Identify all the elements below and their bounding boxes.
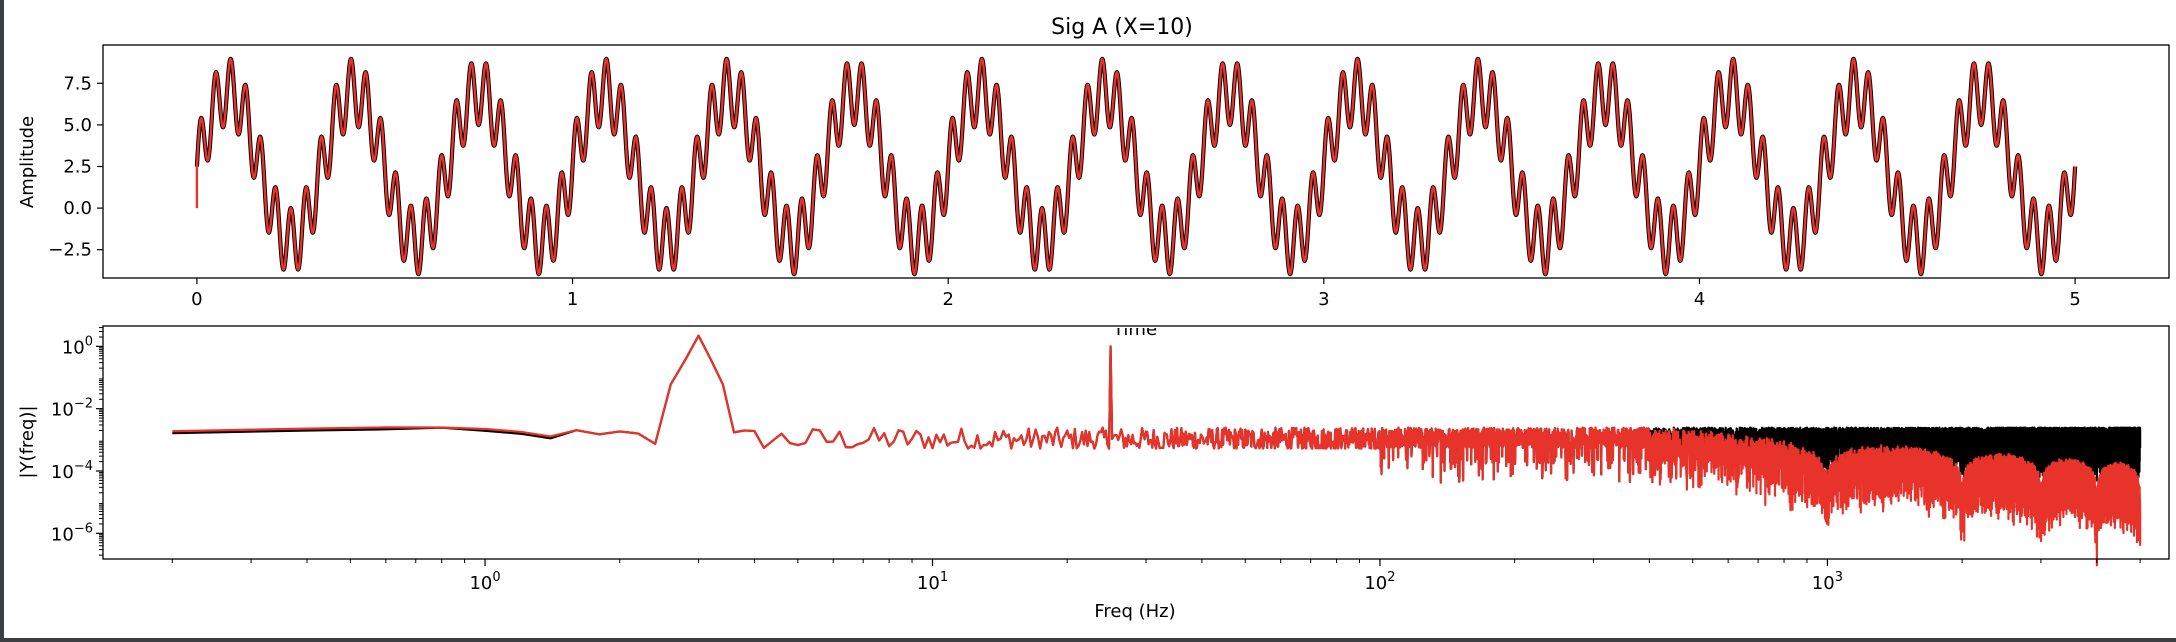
axes-gap: [103, 320, 2169, 328]
y-tick-label: 5.0: [63, 115, 92, 136]
time-series-lines: [194, 56, 2078, 277]
y-tick-label: 2.5: [63, 156, 92, 177]
freq-x-tick-label: 103: [1812, 570, 1843, 594]
reconstructed-spectrum-line: [172, 334, 2142, 567]
x-tick-label: 5: [2069, 289, 2080, 310]
freq-x-tick-label: 101: [917, 570, 948, 594]
time-x-ticks: 0 1 2 3 4 5: [191, 278, 2081, 310]
spectrum-lines: [172, 334, 2142, 567]
reconstructed-signal-line: [195, 57, 2077, 276]
y-tick-label: −2.5: [48, 240, 92, 261]
time-plot-frame: [102, 44, 2170, 279]
freq-y-tick-label: 100: [62, 334, 93, 358]
freq-y-ticks: 100 10−2 10−4 10−6: [51, 327, 103, 556]
freq-x-ticks: 100 101 102 103: [171, 559, 2141, 594]
y-tick-label: 7.5: [63, 73, 92, 94]
time-plot: Sig A (X=10) 0 1 2 3 4 5 −2.5 0.0 2.5 5.0 7.5 Amp…: [17, 15, 2170, 340]
x-tick-label: 2: [942, 289, 953, 310]
y-tick-label: 0.0: [63, 198, 92, 219]
freq-x-axis-label: Freq (Hz): [1094, 601, 1175, 622]
time-y-axis-label: Amplitude: [17, 116, 38, 208]
freq-y-tick-label: 10−4: [51, 459, 93, 483]
frequency-plot: [172, 334, 2142, 567]
frequency-plot-overlay: 100 101 102 103 100 10−2 10−4 10−6 |Y(freq)| F…: [17, 325, 2170, 622]
x-tick-label: 4: [1694, 289, 1705, 310]
time-y-ticks: −2.5 0.0 2.5 5.0 7.5: [48, 73, 103, 261]
original-spectrum-line: [172, 334, 2142, 484]
x-tick-label: 1: [567, 289, 578, 310]
window-edge-left: [0, 0, 4, 642]
freq-x-tick-label: 100: [469, 570, 500, 594]
x-tick-label: 3: [1318, 289, 1329, 310]
freq-y-axis-label: |Y(freq)|: [17, 405, 38, 478]
chart-title: Sig A (X=10): [1051, 15, 1193, 40]
x-tick-label: 0: [191, 289, 202, 310]
freq-y-tick-label: 10−2: [51, 397, 93, 421]
window-edge-bottom: [0, 638, 2176, 642]
freq-y-tick-label: 10−6: [51, 521, 93, 545]
freq-x-tick-label: 102: [1364, 570, 1395, 594]
